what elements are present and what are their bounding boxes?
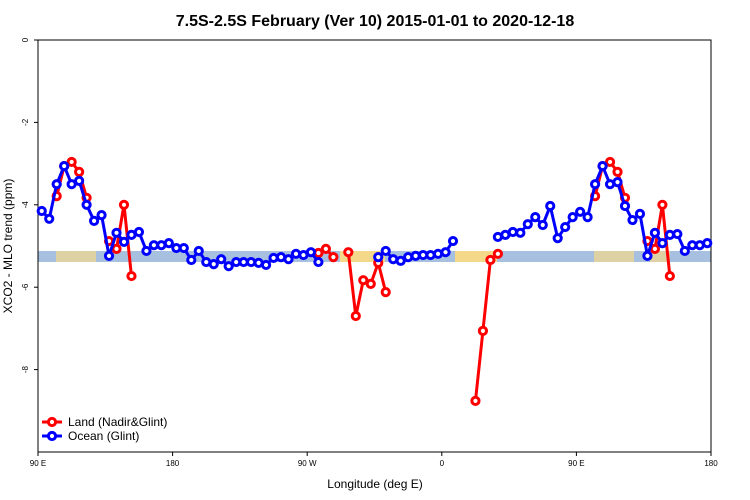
y-tick-label: -2 xyxy=(21,118,30,126)
x-tick-label: 180 xyxy=(166,459,180,468)
point xyxy=(642,250,653,261)
point xyxy=(485,254,496,266)
point xyxy=(186,254,197,266)
x-axis-label: Longitude (deg E) xyxy=(327,477,422,491)
point xyxy=(126,270,137,282)
point xyxy=(223,261,234,272)
point xyxy=(612,177,623,188)
point xyxy=(59,160,70,172)
point xyxy=(619,200,631,212)
point xyxy=(664,270,675,282)
point xyxy=(103,250,115,261)
point xyxy=(133,226,145,238)
point xyxy=(582,212,593,223)
legend-label: Ocean (Glint) xyxy=(68,429,139,443)
legend-marker xyxy=(46,430,58,442)
point xyxy=(522,219,533,230)
point xyxy=(36,205,47,217)
point xyxy=(373,252,384,263)
point xyxy=(552,233,563,244)
y-tick-label: -8 xyxy=(21,365,30,373)
point xyxy=(545,200,556,212)
point xyxy=(74,166,85,177)
y-tick-label: 0 xyxy=(21,37,30,42)
y-tick-label: -4 xyxy=(21,201,30,209)
point xyxy=(702,238,713,249)
legend-label: Land (Nadir&Glint) xyxy=(68,415,167,429)
point xyxy=(208,259,219,270)
point xyxy=(328,252,339,263)
point xyxy=(672,228,683,240)
point xyxy=(425,249,436,261)
point xyxy=(74,175,85,187)
point xyxy=(395,255,406,266)
point xyxy=(657,199,668,210)
point xyxy=(470,395,481,407)
point xyxy=(66,156,77,168)
point xyxy=(88,215,100,226)
point xyxy=(305,247,317,258)
point xyxy=(649,227,661,238)
point xyxy=(649,243,661,254)
point xyxy=(51,179,62,190)
point xyxy=(313,256,324,268)
point xyxy=(627,214,638,226)
point xyxy=(447,235,459,247)
point xyxy=(178,242,189,254)
point xyxy=(193,245,204,257)
point xyxy=(111,243,122,254)
point xyxy=(530,212,541,223)
point xyxy=(575,206,586,217)
point xyxy=(320,243,331,254)
point xyxy=(118,199,130,210)
point xyxy=(515,227,526,238)
point xyxy=(81,199,92,210)
point xyxy=(290,248,302,259)
point xyxy=(260,259,272,271)
point xyxy=(216,254,227,265)
x-tick-label: 90 E xyxy=(30,459,46,468)
point xyxy=(604,156,616,168)
x-tick-label: 180 xyxy=(704,459,718,468)
point xyxy=(679,245,690,257)
y-axis-label: XCO2 - MLO trend (ppm) xyxy=(1,179,15,314)
point xyxy=(657,238,668,249)
point xyxy=(567,212,578,223)
y-tick-label: -6 xyxy=(21,283,30,291)
point xyxy=(163,238,174,249)
point xyxy=(96,210,107,221)
x-tick-label: 0 xyxy=(440,459,445,468)
point xyxy=(283,254,294,265)
point xyxy=(597,160,608,172)
point xyxy=(118,236,130,247)
x-tick-label: 90 W xyxy=(298,459,317,468)
point xyxy=(403,252,414,263)
point xyxy=(560,221,571,233)
point xyxy=(380,245,391,257)
point xyxy=(343,247,354,258)
chart-title: 7.5S-2.5S February (Ver 10) 2015-01-01 t… xyxy=(176,13,575,30)
point xyxy=(380,287,391,298)
point xyxy=(358,275,369,286)
point xyxy=(612,166,623,177)
point xyxy=(365,278,376,290)
point xyxy=(589,179,601,190)
point xyxy=(537,219,548,231)
point xyxy=(111,227,122,238)
point xyxy=(477,325,489,336)
plot-frame xyxy=(37,39,712,453)
point xyxy=(350,310,361,322)
point xyxy=(492,248,503,259)
point xyxy=(634,208,646,219)
point xyxy=(44,213,55,224)
point xyxy=(141,245,152,257)
x-tick-label: 90 E xyxy=(568,459,584,468)
point xyxy=(440,247,451,258)
legend-marker xyxy=(46,416,58,428)
